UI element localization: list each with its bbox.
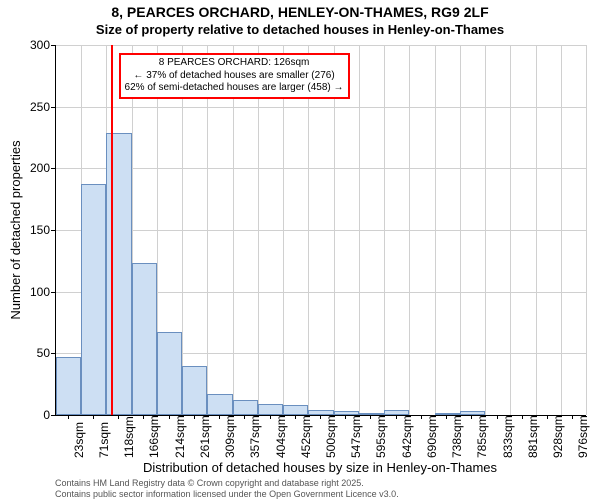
x-tick-label: 642sqm [400, 415, 414, 458]
x-tick-label: 976sqm [576, 415, 590, 458]
histogram-bar [157, 332, 182, 415]
annotation-line: ← 37% of detached houses are smaller (27… [125, 70, 344, 83]
footer-line-2: Contains public sector information licen… [55, 489, 399, 499]
histogram-bar [132, 263, 157, 415]
x-tick-label: 214sqm [173, 415, 187, 458]
histogram-bar [81, 184, 106, 415]
x-tick-label: 404sqm [274, 415, 288, 458]
x-tick-label: 928sqm [551, 415, 565, 458]
y-tick-label: 100 [10, 285, 50, 299]
histogram-bar [207, 394, 232, 415]
x-tick-label: 833sqm [501, 415, 515, 458]
y-tick-label: 0 [10, 408, 50, 422]
annotation-line: 8 PEARCES ORCHARD: 126sqm [125, 57, 344, 70]
x-tick-label: 500sqm [324, 415, 338, 458]
y-tick-label: 150 [10, 223, 50, 237]
property-marker-line [111, 45, 113, 415]
chart-title-main: 8, PEARCES ORCHARD, HENLEY-ON-THAMES, RG… [0, 4, 600, 20]
x-tick-label: 23sqm [72, 422, 86, 458]
histogram-bar [56, 357, 81, 415]
chart-title-sub: Size of property relative to detached ho… [0, 22, 600, 37]
footer-line-1: Contains HM Land Registry data © Crown c… [55, 478, 364, 488]
x-tick-label: 71sqm [97, 422, 111, 458]
histogram-bar [283, 405, 308, 415]
histogram-bar [182, 366, 207, 415]
y-tick-label: 50 [10, 346, 50, 360]
x-tick-label: 261sqm [198, 415, 212, 458]
x-tick-label: 166sqm [147, 415, 161, 458]
x-tick-label: 785sqm [475, 415, 489, 458]
y-tick-label: 200 [10, 161, 50, 175]
histogram-bar [233, 400, 258, 415]
x-tick-label: 452sqm [299, 415, 313, 458]
x-tick-label: 309sqm [223, 415, 237, 458]
histogram-bar [384, 410, 409, 415]
x-tick-label: 690sqm [425, 415, 439, 458]
x-tick-label: 738sqm [450, 415, 464, 458]
x-axis-title: Distribution of detached houses by size … [55, 460, 585, 475]
x-tick-label: 595sqm [374, 415, 388, 458]
x-tick-label: 357sqm [248, 415, 262, 458]
histogram-bar [258, 404, 283, 415]
x-tick-label: 881sqm [526, 415, 540, 458]
y-tick-label: 250 [10, 100, 50, 114]
x-tick-label: 118sqm [122, 416, 136, 458]
annotation-box: 8 PEARCES ORCHARD: 126sqm← 37% of detach… [119, 53, 350, 99]
plot-area: 8 PEARCES ORCHARD: 126sqm← 37% of detach… [55, 45, 586, 416]
x-tick-label: 547sqm [349, 415, 363, 458]
annotation-line: 62% of semi-detached houses are larger (… [125, 82, 344, 95]
y-tick-label: 300 [10, 38, 50, 52]
